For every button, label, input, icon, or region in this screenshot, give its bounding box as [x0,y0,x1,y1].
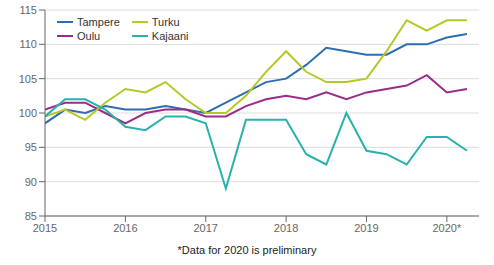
svg-text:90: 90 [25,176,37,188]
svg-text:2015: 2015 [33,222,57,234]
svg-text:2017: 2017 [193,222,217,234]
html-text:Turku: Turku [151,16,180,28]
html-text:Oulu: Oulu [77,30,101,42]
svg-text:2016: 2016 [113,222,137,234]
svg-text:95: 95 [25,141,37,153]
svg-text:2018: 2018 [274,222,298,234]
svg-text:105: 105 [19,73,37,85]
svg-text:2020*: 2020* [432,222,461,234]
svg-text:100: 100 [19,107,37,119]
svg-text:2019: 2019 [354,222,378,234]
html-text:Tampere: Tampere [77,16,120,28]
svg-text:115: 115 [19,4,37,16]
svg-text:85: 85 [25,210,37,222]
html-text:*Data for 2020 is preliminary: *Data for 2020 is preliminary [177,244,317,256]
svg-text:110: 110 [19,38,37,50]
html-text:Kajaani: Kajaani [151,30,189,42]
